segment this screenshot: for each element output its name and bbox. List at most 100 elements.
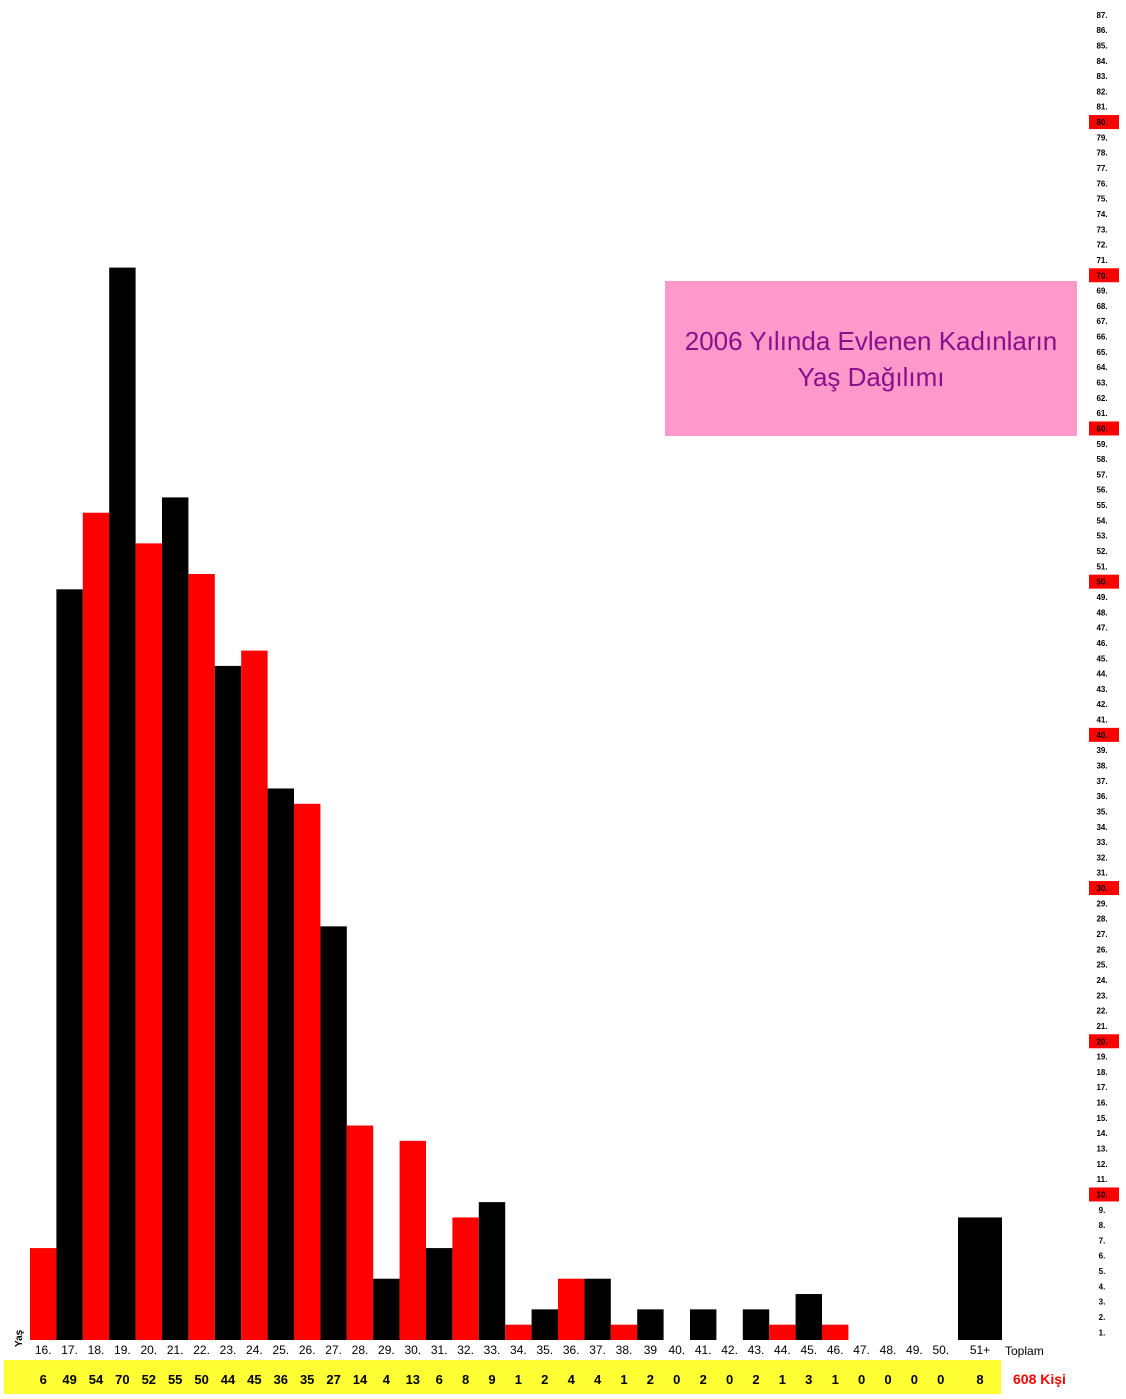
x-tick-label: 49. <box>906 1343 923 1357</box>
y-tick-highlight <box>1089 268 1119 283</box>
count-label: 4 <box>594 1372 602 1387</box>
bar <box>56 589 83 1340</box>
y-tick-label: 87. <box>1096 11 1107 20</box>
y-tick-label: 65. <box>1096 348 1107 357</box>
y-tick-highlight <box>1089 1187 1119 1202</box>
y-tick-label: 54. <box>1096 516 1107 525</box>
y-tick-label: 50. <box>1096 578 1107 587</box>
y-tick-label: 76. <box>1096 179 1107 188</box>
y-tick-label: 35. <box>1096 807 1107 816</box>
y-tick-label: 85. <box>1096 41 1107 50</box>
y-tick-label: 59. <box>1096 440 1107 449</box>
y-tick-label: 58. <box>1096 455 1107 464</box>
count-label: 70 <box>115 1372 129 1387</box>
y-tick-highlight <box>1089 727 1119 742</box>
x-tick-label: 30. <box>404 1343 421 1357</box>
y-tick-label: 56. <box>1096 486 1107 495</box>
y-tick-label: 75. <box>1096 195 1107 204</box>
count-label: 27 <box>326 1372 340 1387</box>
y-tick-label: 36. <box>1096 792 1107 801</box>
x-tick-label: 19. <box>114 1343 131 1357</box>
y-tick-label: 24. <box>1096 976 1107 985</box>
y-tick-label: 49. <box>1096 593 1107 602</box>
y-tick-label: 66. <box>1096 333 1107 342</box>
x-tick-label: 41. <box>695 1343 712 1357</box>
count-label: 1 <box>515 1372 522 1387</box>
y-tick-label: 77. <box>1096 164 1107 173</box>
bars-group <box>30 267 1002 1341</box>
y-tick-label: 22. <box>1096 1007 1107 1016</box>
y-tick-label: 11. <box>1097 1175 1108 1184</box>
y-tick-label: 64. <box>1096 363 1107 372</box>
y-tick-label: 23. <box>1096 991 1107 1000</box>
y-tick-label: 45. <box>1096 654 1107 663</box>
bar <box>135 543 162 1340</box>
x-tick-label: 40. <box>668 1343 685 1357</box>
y-tick-label: 70. <box>1096 271 1107 280</box>
x-tick-label: 34. <box>510 1343 527 1357</box>
y-tick-label: 16. <box>1096 1099 1107 1108</box>
count-label: 36 <box>274 1372 288 1387</box>
count-label: 52 <box>142 1372 156 1387</box>
y-tick-label: 21. <box>1096 1022 1107 1031</box>
count-label: 35 <box>300 1372 314 1387</box>
count-label: 6 <box>40 1372 47 1387</box>
x-tick-label: 22. <box>193 1343 210 1357</box>
y-tick-label: 37. <box>1096 777 1107 786</box>
count-label: 54 <box>89 1372 104 1387</box>
x-tick-label: 39 <box>644 1343 658 1357</box>
bar <box>109 267 136 1341</box>
y-tick-label: 63. <box>1096 379 1107 388</box>
count-label: 0 <box>726 1372 733 1387</box>
y-tick-label: 18. <box>1096 1068 1107 1077</box>
y-tick-label: 19. <box>1096 1053 1107 1062</box>
count-row-background <box>4 1360 1001 1394</box>
y-tick-label: 57. <box>1096 470 1107 479</box>
count-label: 0 <box>858 1372 865 1387</box>
x-tick-label: 43. <box>748 1343 765 1357</box>
x-tick-label: 35. <box>536 1343 553 1357</box>
count-label: 9 <box>488 1372 495 1387</box>
x-tick-label: 37. <box>589 1343 606 1357</box>
y-tick-label: 5. <box>1099 1267 1106 1276</box>
bar <box>267 788 294 1340</box>
y-tick-label: 53. <box>1096 532 1107 541</box>
y-tick-label: 51. <box>1096 562 1107 571</box>
bar <box>30 1248 57 1340</box>
x-axis-label: Yaş <box>14 1329 25 1347</box>
y-tick-label: 48. <box>1096 608 1107 617</box>
x-tick-label: 28. <box>352 1343 369 1357</box>
y-tick-label: 74. <box>1096 210 1107 219</box>
x-tick-label: 32. <box>457 1343 474 1357</box>
y-tick-label: 20. <box>1096 1037 1107 1046</box>
y-tick-highlight <box>1089 1034 1119 1049</box>
count-label: 49 <box>62 1372 76 1387</box>
bar <box>958 1217 1002 1340</box>
y-tick-highlight <box>1089 115 1119 130</box>
count-label: 2 <box>647 1372 654 1387</box>
y-tick-label: 82. <box>1096 87 1107 96</box>
y-tick-label: 32. <box>1096 853 1107 862</box>
bar <box>531 1309 558 1340</box>
count-label: 45 <box>247 1372 261 1387</box>
bar <box>478 1202 506 1340</box>
y-tick-label: 34. <box>1096 823 1107 832</box>
y-tick-label: 1. <box>1099 1328 1106 1337</box>
chart-title-line1: 2006 Yılında Evlenen Kadınların <box>684 325 1058 356</box>
y-tick-label: 33. <box>1096 838 1107 847</box>
y-tick-label: 47. <box>1096 624 1107 633</box>
y-tick-label: 55. <box>1096 501 1107 510</box>
y-tick-label: 2. <box>1099 1313 1106 1322</box>
y-tick-label: 52. <box>1096 547 1107 556</box>
x-tick-label: 25. <box>272 1343 289 1357</box>
y-tick-label: 44. <box>1096 670 1107 679</box>
x-tick-label: 16. <box>35 1343 52 1357</box>
chart-title-line2: Yaş Dağılımı <box>797 361 945 392</box>
bar <box>188 574 215 1340</box>
y-tick-label: 27. <box>1096 930 1107 939</box>
y-tick-highlight <box>1089 574 1119 589</box>
bar <box>558 1278 585 1340</box>
x-tick-label: 38. <box>616 1343 633 1357</box>
bar <box>742 1309 770 1340</box>
